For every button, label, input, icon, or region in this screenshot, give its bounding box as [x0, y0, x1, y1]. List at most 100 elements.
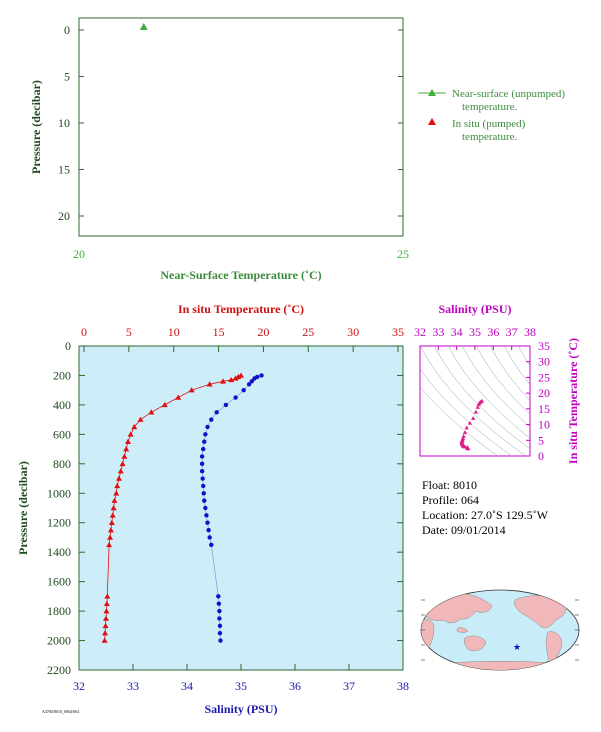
legend-near-surface-label: Near-surface (unpumped) [452, 88, 565, 100]
near-surface-y-tick-label: 10 [58, 116, 70, 130]
salinity-point [206, 527, 211, 533]
temperature-point [137, 416, 144, 422]
temperature-point [106, 541, 113, 548]
temperature-point [113, 490, 120, 496]
temperature-point [104, 593, 111, 599]
salinity-series [199, 373, 264, 643]
salinity-point [217, 630, 223, 636]
salinity-point [259, 373, 264, 378]
ts-x-tick-label: 36 [487, 325, 499, 339]
temperature-tick-label: 35 [392, 325, 404, 339]
ts-x-tick-label: 34 [451, 325, 463, 339]
temperature-tick-label: 0 [81, 325, 87, 339]
temperature-point [119, 460, 126, 467]
ts-y-axis-label: In situ Temperature (˚C) [566, 338, 580, 464]
ts-density-contours [420, 346, 530, 456]
salinity-point [203, 505, 208, 511]
salinity-point [246, 382, 252, 387]
temperature-point [127, 431, 134, 437]
salinity-point [205, 424, 210, 430]
profile-y-axis-label: Pressure (decibar) [16, 461, 30, 555]
ts-point [475, 405, 480, 409]
near-surface-y-tick-label: 5 [64, 70, 70, 84]
temperature-point [131, 424, 138, 430]
temperature-point [108, 519, 115, 525]
temperature-point [148, 409, 155, 415]
profile-y-tick-label: 1800 [47, 604, 71, 618]
salinity-point [201, 491, 206, 496]
temperature-tick-label: 25 [302, 325, 314, 339]
ts-point [473, 409, 479, 414]
temperature-point [228, 376, 235, 383]
profile-y-tick-label: 400 [53, 398, 71, 412]
salinity-point [217, 608, 222, 614]
map-float-marker: ★ [513, 642, 521, 652]
near-surface-x-tick-label: 25 [397, 247, 409, 261]
legend-in-situ-marker [428, 118, 436, 125]
temperature-point [232, 375, 239, 381]
near-surface-y-tick-label: 20 [58, 209, 70, 223]
ts-points [459, 398, 485, 451]
profile-y-tick-label: 2200 [47, 663, 71, 677]
near-surface-x-ticks: 20 25 [73, 231, 409, 261]
float-number: Float: 8010 [422, 478, 478, 492]
temperature-point [121, 453, 128, 459]
salinity-point [223, 402, 229, 408]
salinity-tick-label: 36 [289, 679, 301, 693]
salinity-tick-label: 32 [73, 679, 85, 693]
float-info: Float: 8010 Profile: 064 Location: 27.0˚… [422, 478, 548, 538]
near-surface-points [139, 23, 148, 30]
world-map: ★ [420, 589, 580, 671]
ts-y-tick-label: 30 [538, 355, 550, 369]
temperature-point [188, 387, 195, 393]
salinity-point [252, 376, 257, 381]
profile-y-tick-label: 0 [65, 339, 71, 353]
near-surface-y-ticks: 0 5 10 15 20 [58, 23, 403, 223]
salinity-point [217, 623, 223, 629]
profile-y-tick-label: 200 [53, 368, 71, 382]
location: Location: 27.0˚S 129.5˚W [422, 508, 548, 522]
temperature-tick-label: 30 [347, 325, 359, 339]
near-surface-y-axis-label: Pressure (decibar) [29, 80, 43, 174]
ts-y-tick-label: 10 [538, 418, 550, 432]
salinity-point [201, 446, 206, 452]
ts-density-contour [490, 346, 530, 401]
profile-top-axis-label: In situ Temperature (˚C) [178, 302, 304, 316]
profile-chart: 0200400600800100012001400160018002000220… [16, 302, 409, 716]
ts-x-ticks: 32 33 34 35 36 37 38 [414, 325, 536, 350]
ts-point [465, 446, 471, 451]
temperature-tick-label: 5 [126, 325, 132, 339]
legend-near-surface-label-2: temperature. [462, 101, 518, 113]
ts-x-tick-label: 33 [432, 325, 444, 339]
temperature-point [103, 608, 110, 614]
profile-y-tick-label: 1200 [47, 516, 71, 530]
salinity-point [202, 439, 207, 444]
ts-density-contour [518, 346, 530, 367]
temperature-point [124, 438, 131, 444]
salinity-point [207, 535, 212, 540]
ts-density-contour [462, 346, 530, 427]
ts-density-contour [476, 346, 530, 415]
legend-in-situ-label: In situ (pumped) [452, 118, 526, 130]
salinity-point [216, 594, 221, 599]
salinity-point [217, 616, 222, 621]
ts-x-axis-label: Salinity (PSU) [438, 302, 511, 316]
temperature-point [114, 482, 121, 489]
salinity-point [205, 520, 210, 525]
salinity-tick-label: 37 [343, 679, 355, 693]
temperature-point [103, 600, 110, 606]
temperature-point [175, 394, 182, 400]
legend-in-situ-label-2: temperature. [462, 131, 518, 143]
temperature-point [206, 381, 213, 387]
salinity-tick-label: 35 [235, 679, 247, 693]
salinity-line [201, 375, 262, 641]
salinity-point [199, 454, 205, 459]
ts-point [464, 425, 469, 430]
temperature-point [102, 630, 109, 636]
date: Date: 09/01/2014 [422, 523, 506, 537]
ts-density-contour [420, 346, 527, 456]
temperature-point [111, 497, 118, 503]
